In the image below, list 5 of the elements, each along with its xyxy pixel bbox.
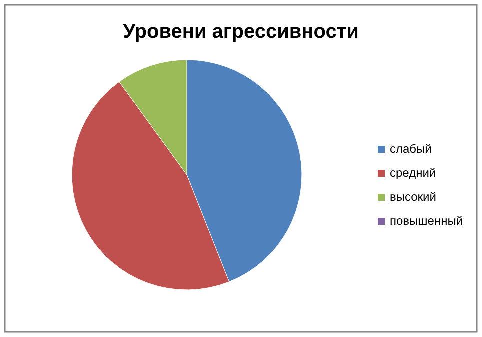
legend-label: повышенный — [390, 214, 464, 228]
chart-title: Уровени агрессивности — [123, 21, 359, 43]
legend-label: высокий — [390, 190, 436, 204]
legend-label: слабый — [390, 142, 432, 156]
legend-label: средний — [390, 166, 436, 180]
